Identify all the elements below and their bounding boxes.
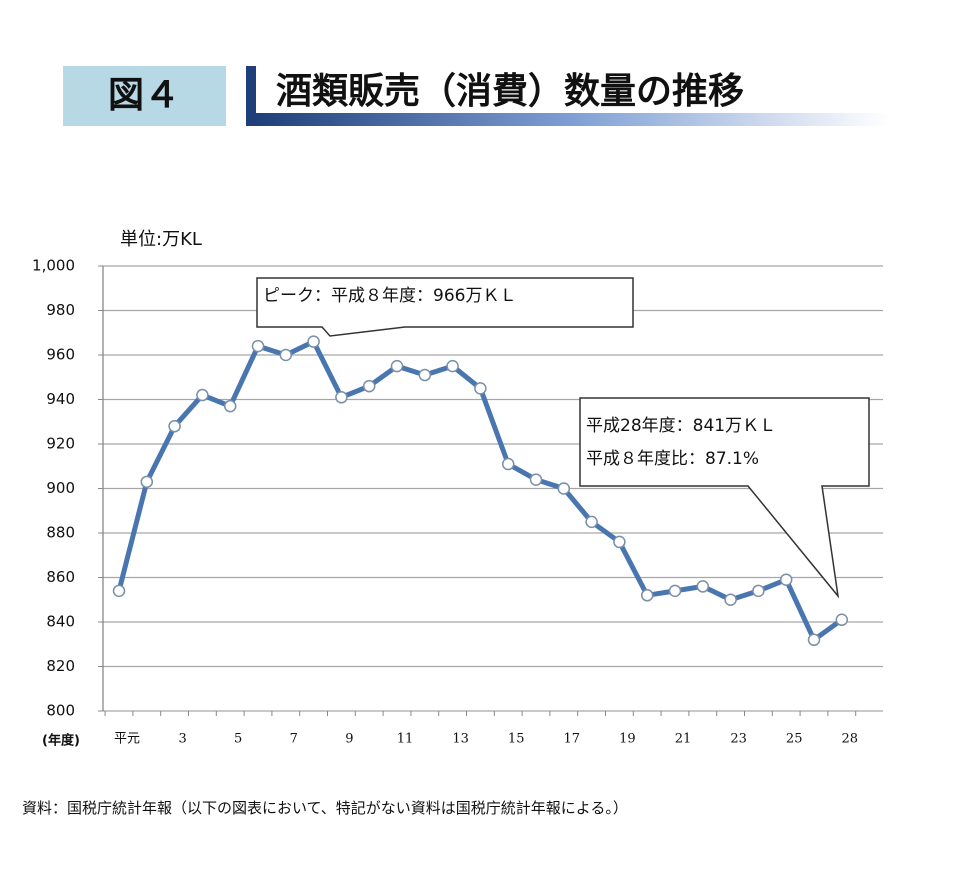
plot: 800 820 840 860 880 900 920 940 960 980 1,000 平元 3 5 7… [32, 257, 883, 747]
data-point [362, 379, 376, 393]
data-point [807, 633, 821, 647]
x-axis-label: (年度) [42, 733, 80, 749]
x-tick-label: 5 [234, 732, 242, 747]
x-tick-label: 21 [675, 732, 692, 747]
y-tick-label: 880 [46, 524, 75, 542]
data-point [168, 419, 181, 433]
annotation: ピーク：平成８年度：966万ＫＬ [263, 286, 516, 306]
x-tick-label: 9 [345, 732, 353, 747]
x-tick-label: 7 [290, 732, 298, 747]
y-tick-label: 840 [46, 613, 75, 631]
data-point [696, 580, 710, 593]
data-point [668, 584, 682, 598]
x-tick-label: 23 [730, 732, 747, 747]
y-tick-label: 940 [46, 390, 75, 408]
data-point [418, 368, 432, 382]
title: 酒類販売（消費）数量の推移 [276, 71, 744, 112]
annotation: 平成８年度比：87.1% [586, 449, 759, 469]
x-tick-label: 17 [564, 732, 581, 747]
y-tick-label: 980 [46, 301, 75, 319]
data-point [474, 382, 487, 395]
data-point [279, 348, 293, 362]
data-point [390, 359, 404, 373]
x-tick-label: 28 [842, 732, 859, 747]
x-tick-label: 13 [452, 732, 469, 747]
title-underline [256, 113, 890, 126]
latest-callout [579, 397, 870, 599]
data-point [196, 388, 209, 402]
y-tick-label: 900 [46, 479, 75, 497]
x-tick-label: 15 [508, 732, 525, 747]
data-point [446, 359, 459, 373]
data-point [251, 339, 265, 353]
title-bar [246, 66, 256, 126]
y-tick-label: 960 [46, 346, 75, 364]
data-point [752, 584, 765, 598]
x-tick-label: 平元 [114, 732, 140, 747]
data-point [307, 335, 320, 348]
y-tick-label: 820 [46, 657, 75, 675]
unit-label: 単位:万KL [120, 229, 202, 250]
data-point [779, 573, 793, 586]
data-point [585, 515, 598, 529]
source-note: 資料：国税庁統計年報（以下の図表において、特記がない資料は国税庁統計年報による。… [22, 799, 628, 817]
figure-label-box [63, 66, 226, 126]
data-point [724, 593, 737, 606]
x-tick-label: 11 [397, 732, 414, 747]
data-point [557, 482, 571, 495]
data-point [501, 457, 515, 471]
data-point [529, 473, 543, 486]
x-tick-label: 19 [619, 732, 636, 747]
data-point [223, 399, 237, 413]
data-point [640, 589, 654, 602]
figure-label: 図４ [108, 75, 180, 116]
y-tick-label: 920 [46, 435, 75, 453]
data-point [835, 613, 849, 627]
x-tick-label: 3 [178, 732, 186, 747]
peak-callout [256, 277, 634, 337]
y-tick-label: 1,000 [32, 257, 75, 275]
annotation: 平成28年度：841万ＫＬ [586, 416, 776, 436]
data-point [335, 391, 348, 404]
y-tick-label: 800 [46, 702, 75, 720]
data-point [613, 535, 626, 549]
data-point [112, 584, 126, 598]
y-tick-label: 860 [46, 568, 75, 586]
x-tick-label: 25 [786, 732, 803, 747]
data-point [140, 475, 154, 489]
